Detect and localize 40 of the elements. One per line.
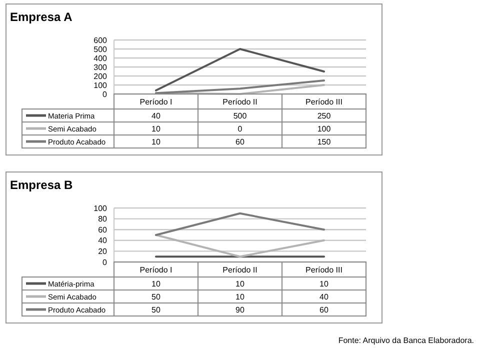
x-tick-label: Período II <box>222 98 258 106</box>
y-tick-label: 400 <box>94 54 108 63</box>
data-label: 10 <box>152 280 161 288</box>
data-label: 10 <box>320 280 329 288</box>
data-label: 50 <box>152 306 161 314</box>
data-label: 40 <box>320 292 329 302</box>
data-label: 10 <box>236 292 245 302</box>
data-label: 500 <box>233 112 248 120</box>
y-tick-label: 600 <box>94 36 108 45</box>
data-label: 10 <box>152 124 161 134</box>
y-tick-label: 500 <box>94 44 108 54</box>
data-label: 150 <box>317 138 332 146</box>
y-tick-label: 80 <box>98 214 108 224</box>
x-tick-label: Período I <box>140 266 172 274</box>
data-label: 100 <box>317 124 332 134</box>
y-tick-label: 200 <box>94 72 108 81</box>
data-label: 40 <box>152 112 161 120</box>
chart-title: Empresa A <box>10 10 73 24</box>
x-tick-label: Período II <box>222 266 258 274</box>
y-tick-label: 40 <box>98 236 108 246</box>
chart-title: Empresa B <box>10 178 74 192</box>
data-label: 250 <box>317 112 332 120</box>
data-label: 0 <box>238 124 243 134</box>
x-tick-label: Período I <box>140 98 172 106</box>
data-label: 10 <box>152 138 161 146</box>
y-tick-label: 300 <box>94 62 108 72</box>
data-label: 60 <box>236 138 245 146</box>
x-tick-label: Período III <box>306 98 342 106</box>
y-tick-label: 0 <box>102 90 108 99</box>
y-tick-label: 20 <box>98 247 108 256</box>
data-label: 60 <box>320 306 329 314</box>
y-tick-label: 100 <box>94 80 108 90</box>
data-label: 10 <box>236 280 245 288</box>
y-tick-label: 60 <box>98 225 108 234</box>
y-tick-label: 100 <box>94 204 108 213</box>
x-tick-label: Período III <box>306 266 342 274</box>
data-label: 50 <box>152 292 161 302</box>
source-note: Fonte: Arquivo da Banca Elaboradora. <box>338 336 474 345</box>
y-tick-label: 0 <box>102 258 108 267</box>
data-label: 90 <box>236 306 245 314</box>
